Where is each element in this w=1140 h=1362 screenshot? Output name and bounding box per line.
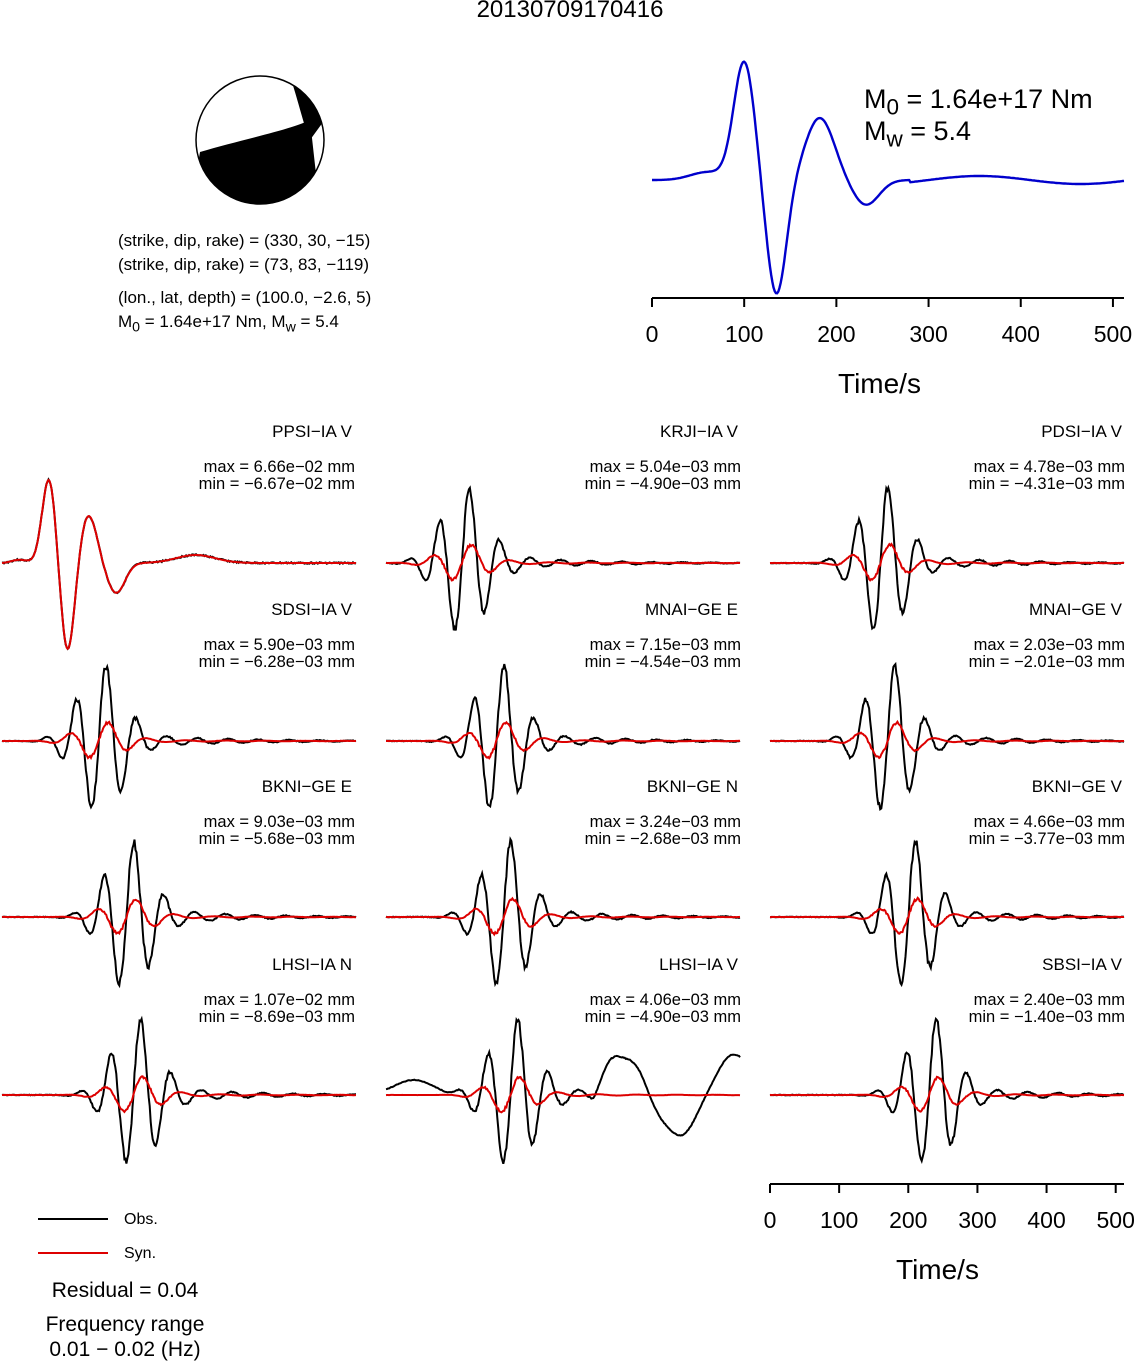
panel-max-label: max = 2.03e−03 mm <box>973 636 1125 654</box>
moment-summary: M0 = 1.64e+17 Nm, Mw = 5.4 <box>118 312 339 336</box>
stf-tick-label: 500 <box>1094 321 1132 347</box>
nodal-plane-1: (strike, dip, rake) = (330, 30, −15) <box>118 231 371 250</box>
stf-m0-label: M0 = 1.64e+17 Nm <box>864 84 1093 120</box>
panel-max-label: max = 2.40e−03 mm <box>973 991 1125 1009</box>
panel-station-label: BKNI−GE N <box>646 777 738 796</box>
panel-max-label: max = 4.78e−03 mm <box>973 458 1125 476</box>
frequency-range-value: 0.01 − 0.02 (Hz) <box>49 1338 201 1361</box>
panel-min-label: min = −4.31e−03 mm <box>968 475 1125 493</box>
waveform-tick-label: 200 <box>889 1207 927 1233</box>
syn-waveform <box>386 720 741 760</box>
stf-tick-label: 200 <box>817 321 855 347</box>
panel-min-label: min = −4.90e−03 mm <box>584 1008 741 1026</box>
panel-min-label: min = −5.68e−03 mm <box>198 830 355 848</box>
stf-tick-label: 100 <box>725 321 763 347</box>
residual-label: Residual = 0.04 <box>51 1279 199 1302</box>
obs-waveform <box>385 485 741 631</box>
legend-syn-label: Syn. <box>124 1245 157 1262</box>
obs-waveform <box>385 1017 741 1165</box>
panel-min-label: min = −6.67e−02 mm <box>198 475 355 493</box>
panel-station-label: LHSI−IA V <box>659 955 738 974</box>
syn-waveform <box>769 1075 1124 1113</box>
panel-station-label: KRJI−IA V <box>660 422 738 441</box>
syn-waveform <box>769 542 1125 582</box>
waveform-tick-label: 500 <box>1097 1207 1135 1233</box>
beachball-compressional-quadrant <box>196 120 320 204</box>
panel-max-label: max = 1.07e−02 mm <box>203 991 355 1009</box>
syn-waveform <box>385 896 741 937</box>
panel-max-label: max = 6.66e−02 mm <box>203 458 355 476</box>
panel-max-label: max = 7.15e−03 mm <box>589 636 741 654</box>
panel-station-label: LHSI−IA N <box>272 955 352 974</box>
panel-max-label: max = 4.66e−03 mm <box>973 813 1125 831</box>
panel-station-label: SDSI−IA V <box>271 600 352 619</box>
syn-waveform <box>2 1075 356 1114</box>
panel-max-label: max = 5.04e−03 mm <box>589 458 741 476</box>
stf-mw-label: Mw = 5.4 <box>864 116 972 152</box>
location: (lon., lat, depth) = (100.0, −2.6, 5) <box>118 288 372 307</box>
waveform-tick-label: 300 <box>958 1207 996 1233</box>
stf-waveform <box>652 60 1125 295</box>
frequency-range-label: Frequency range <box>45 1313 205 1336</box>
stf-tick-label: 0 <box>646 321 659 347</box>
waveform-x-axis-title: Time/s <box>896 1254 979 1285</box>
syn-waveform <box>386 542 741 582</box>
waveform-tick-label: 400 <box>1027 1207 1065 1233</box>
panel-min-label: min = −4.54e−03 mm <box>584 653 741 671</box>
syn-waveform <box>769 719 1124 760</box>
panel-min-label: min = −6.28e−03 mm <box>198 653 355 671</box>
syn-waveform <box>769 896 1124 935</box>
legend-obs-label: Obs. <box>124 1211 158 1228</box>
panel-station-label: BKNI−GE V <box>1031 777 1122 796</box>
panel-station-label: MNAI−GE V <box>1028 600 1122 619</box>
figure-title: 20130709170416 <box>476 0 664 23</box>
stf-x-axis-title: Time/s <box>838 368 921 399</box>
panel-min-label: min = −2.01e−03 mm <box>968 653 1125 671</box>
panel-min-label: min = −3.77e−03 mm <box>968 830 1125 848</box>
syn-waveform <box>385 1075 741 1114</box>
panel-station-label: PDSI−IA V <box>1041 422 1122 441</box>
waveform-tick-label: 0 <box>764 1207 777 1233</box>
panel-max-label: max = 4.06e−03 mm <box>589 991 741 1009</box>
panel-max-label: max = 3.24e−03 mm <box>589 813 741 831</box>
panel-station-label: PPSI−IA V <box>272 422 352 441</box>
panel-min-label: min = −8.69e−03 mm <box>198 1008 355 1026</box>
panel-min-label: min = −4.90e−03 mm <box>584 475 741 493</box>
syn-waveform <box>1 478 356 651</box>
stf-x-axis: 0 100 200 300 400 500 <box>646 297 1132 347</box>
nodal-plane-2: (strike, dip, rake) = (73, 83, −119) <box>118 255 370 274</box>
syn-waveform <box>2 720 357 761</box>
panel-min-label: min = −2.68e−03 mm <box>584 830 741 848</box>
panel-station-label: BKNI−GE E <box>261 777 352 796</box>
panel-min-label: min = −1.40e−03 mm <box>968 1008 1125 1026</box>
panel-max-label: max = 9.03e−03 mm <box>203 813 355 831</box>
stf-tick-label: 300 <box>909 321 947 347</box>
waveform-tick-label: 100 <box>820 1207 858 1233</box>
panel-max-label: max = 5.90e−03 mm <box>203 636 355 654</box>
syn-waveform <box>1 898 357 936</box>
stf-tick-label: 400 <box>1002 321 1040 347</box>
panel-station-label: MNAI−GE E <box>644 600 738 619</box>
panel-station-label: SBSI−IA V <box>1042 955 1122 974</box>
